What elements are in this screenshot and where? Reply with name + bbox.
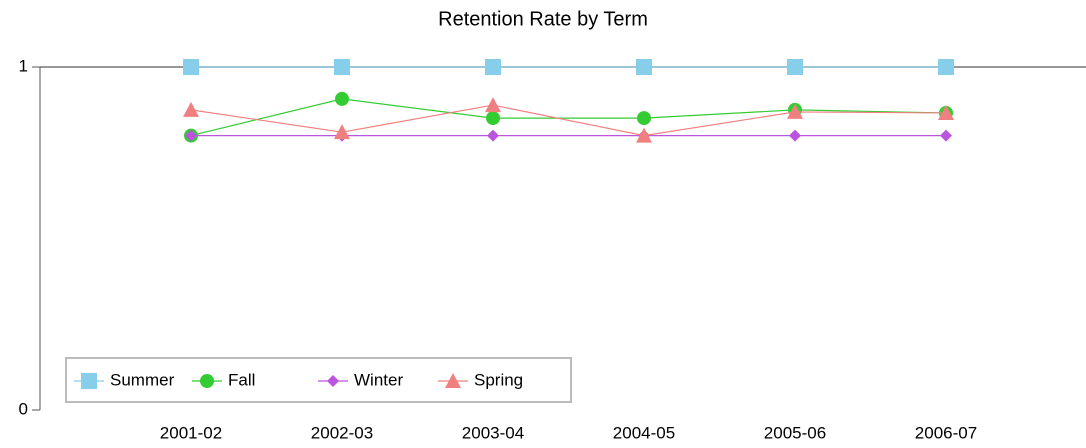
- chart-title: Retention Rate by Term: [438, 8, 648, 30]
- x-tick-label: 2004-05: [613, 423, 675, 442]
- series-line: [190, 104, 947, 137]
- y-tick-label: 0: [19, 399, 28, 418]
- data-point: [938, 59, 954, 75]
- legend-marker: [81, 373, 97, 389]
- legend: Summer Fall Winter Spring: [65, 357, 572, 403]
- data-point: [637, 111, 651, 126]
- series-line: [190, 98, 947, 137]
- x-tick-label: 2001-02: [160, 423, 222, 442]
- data-point: [185, 129, 197, 142]
- data-point: [938, 104, 954, 120]
- legend-marker: [200, 374, 214, 388]
- data-point: [335, 91, 349, 106]
- legend-label: Summer: [110, 370, 175, 389]
- legend-marker: [445, 373, 461, 388]
- data-point: [486, 111, 500, 126]
- data-point: [485, 97, 501, 113]
- data-point: [787, 59, 803, 75]
- x-tick-label: 2005-06: [764, 423, 826, 442]
- legend-label: Fall: [228, 370, 255, 389]
- legend-label: Spring: [474, 370, 523, 389]
- data-point: [636, 59, 652, 75]
- data-point: [789, 129, 801, 142]
- legend-label: Winter: [354, 370, 403, 389]
- data-point: [940, 129, 952, 142]
- x-tick-label: 2006-07: [915, 423, 977, 442]
- legend-box: [65, 357, 572, 403]
- data-point: [183, 101, 199, 117]
- legend-marker: [327, 375, 339, 387]
- y-tick-label: 1: [19, 56, 28, 75]
- data-point: [183, 59, 199, 75]
- data-point: [636, 127, 652, 143]
- data-point: [487, 129, 499, 142]
- data-point: [485, 59, 501, 75]
- x-tick-label: 2002-03: [311, 423, 373, 442]
- data-point: [787, 103, 803, 119]
- data-point: [334, 124, 350, 140]
- x-tick-label: 2003-04: [462, 423, 524, 442]
- data-point: [334, 59, 350, 75]
